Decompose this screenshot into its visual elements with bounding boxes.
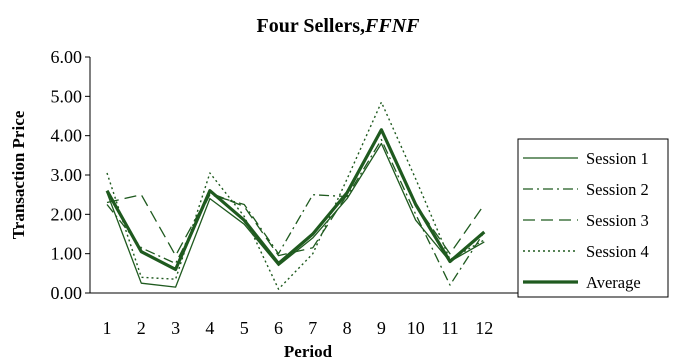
series-line-average — [105, 128, 486, 271]
axes: 0.001.002.003.004.005.006.001 2 3 4 5 6 7 8 9 10 1… — [51, 47, 518, 338]
x-tick-label: 4 — [205, 318, 214, 338]
y-tick-label: 0.00 — [51, 283, 83, 303]
series-line-session-4 — [106, 101, 485, 290]
legend-label-average: Average — [586, 273, 641, 292]
y-tick-label: 6.00 — [51, 47, 83, 67]
legend-box — [517, 138, 669, 298]
y-axis-title: Transaction Price — [9, 110, 28, 239]
chart-title-main: Four Sellers, — [257, 15, 366, 37]
series-line-session-2 — [106, 138, 485, 286]
x-tick-label: 3 — [171, 318, 180, 338]
y-tick-label: 1.00 — [51, 244, 83, 264]
x-tick-label: 2 — [137, 318, 146, 338]
x-tick-label: 8 — [343, 318, 352, 338]
x-tick-label: 1 — [103, 318, 112, 338]
legend-label-session-1: Session 1 — [586, 149, 649, 168]
chart-title: Four Sellers,FFNF — [257, 15, 421, 37]
x-tick-label: 7 — [308, 318, 317, 338]
legend-label-session-4: Session 4 — [586, 242, 649, 261]
legend-label-session-3: Session 3 — [586, 211, 649, 230]
series-line-session-1 — [106, 142, 485, 288]
y-tick-label: 2.00 — [51, 204, 83, 224]
series-line-session-3 — [106, 129, 485, 257]
y-tick-label: 5.00 — [51, 86, 83, 106]
y-tick-label: 4.00 — [51, 126, 83, 146]
legend: Session 1 Session 2 Session 3 Session 4 Aver… — [523, 149, 649, 292]
chart-title-italic: FFNF — [364, 15, 420, 37]
x-axis-title: Period — [284, 342, 333, 361]
legend-label-session-2: Session 2 — [586, 180, 649, 199]
x-tick-label: 10 — [407, 318, 425, 338]
series-group — [105, 101, 486, 290]
x-tick-label: 11 — [441, 318, 458, 338]
x-tick-label: 6 — [274, 318, 283, 338]
x-tick-label: 5 — [240, 318, 249, 338]
x-tick-label: 12 — [475, 318, 493, 338]
x-tick-label: 9 — [377, 318, 386, 338]
y-tick-label: 3.00 — [51, 165, 83, 185]
